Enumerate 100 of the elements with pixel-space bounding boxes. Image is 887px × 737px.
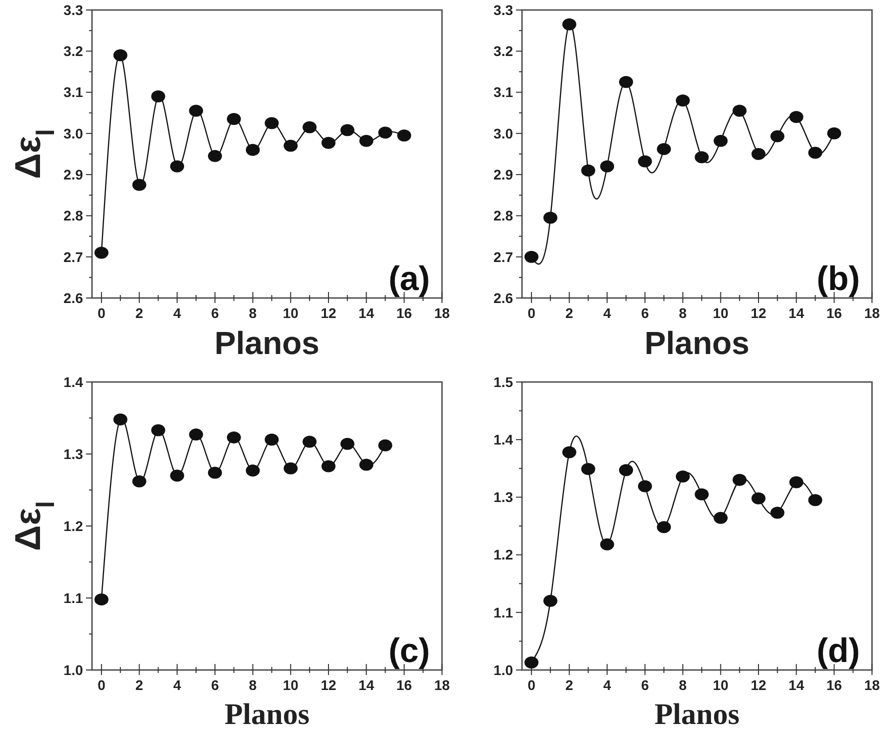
x-tick-label: 14 [358, 677, 374, 693]
y-tick-label: 3.0 [64, 125, 84, 142]
y-tick-label: 3.1 [64, 84, 84, 100]
point [808, 146, 822, 159]
point [770, 506, 784, 519]
point [694, 151, 709, 164]
x-axis-title: Planos [654, 698, 740, 731]
point [94, 593, 108, 606]
y-tick-label: 3.3 [64, 2, 84, 18]
x-tick-label: 8 [678, 677, 687, 693]
x-tick-label: 0 [528, 677, 536, 693]
point [264, 434, 279, 446]
x-tick-label: 8 [678, 305, 687, 321]
point [208, 466, 222, 479]
point [638, 155, 652, 168]
annotation: (c) [388, 632, 430, 670]
x-tick-label: 0 [98, 305, 106, 321]
x-axis-title: Planos [224, 698, 310, 731]
point [321, 460, 336, 472]
x-tick-label: 8 [248, 677, 257, 693]
x-tick-label: 2 [565, 677, 574, 693]
point [189, 428, 204, 441]
point [600, 538, 614, 550]
y-tick-label: 2.7 [64, 248, 84, 265]
x-tick-label: 12 [320, 677, 336, 693]
point [543, 594, 558, 607]
x-axis-title: Planos [214, 325, 320, 361]
y-tick-label: 3.3 [494, 2, 514, 18]
point [524, 656, 538, 669]
point [359, 134, 374, 147]
point [562, 446, 576, 458]
point [694, 488, 709, 500]
x-tick-label: 16 [826, 305, 842, 321]
x-tick-label: 4 [173, 305, 182, 321]
x-tick-label: 6 [211, 677, 220, 693]
point [302, 121, 317, 134]
point [132, 178, 146, 191]
x-tick-label: 6 [211, 305, 220, 321]
point [170, 160, 184, 172]
x-tick-label: 14 [788, 677, 804, 693]
point [151, 424, 166, 436]
point [827, 127, 842, 140]
point [543, 212, 558, 224]
point [302, 436, 317, 448]
x-tick-label: 18 [864, 305, 880, 321]
x-tick-label: 12 [320, 305, 336, 321]
y-tick-label: 1.3 [64, 446, 84, 462]
x-tick-label: 0 [528, 305, 536, 321]
point [581, 164, 596, 176]
point [714, 512, 728, 524]
point [340, 438, 354, 450]
x-tick-label: 10 [712, 305, 729, 321]
point [619, 464, 634, 476]
point [808, 494, 822, 506]
point [94, 246, 108, 259]
x-tick-label: 6 [641, 305, 650, 321]
point [619, 76, 634, 88]
x-axis-title: Planos [644, 325, 750, 361]
point [581, 462, 596, 475]
point [732, 474, 747, 486]
point [113, 413, 128, 426]
point [113, 49, 128, 62]
x-tick-label: 2 [565, 305, 574, 321]
y-tick-label: 2.7 [494, 248, 514, 265]
x-tick-label: 2 [135, 677, 144, 693]
point [676, 470, 690, 482]
point [284, 140, 298, 152]
x-tick-label: 4 [603, 677, 612, 693]
point [246, 464, 260, 477]
y-tick-label: 2.8 [494, 208, 514, 224]
x-tick-label: 18 [434, 305, 450, 321]
point [340, 124, 354, 136]
x-tick-label: 10 [282, 305, 299, 321]
y-tick-label: 2.6 [494, 290, 514, 306]
point [770, 130, 784, 142]
x-tick-label: 0 [98, 677, 106, 693]
x-tick-label: 18 [864, 677, 880, 693]
y-tick-label: 3.0 [494, 125, 514, 142]
x-tick-label: 16 [396, 305, 412, 321]
y-tick-label: 1.3 [494, 489, 514, 506]
point [789, 110, 804, 123]
point [676, 94, 690, 107]
y-tick-label: 1.4 [494, 432, 514, 448]
x-tick-label: 14 [358, 305, 374, 321]
y-tick-label: 3.1 [494, 84, 514, 100]
point [264, 117, 279, 130]
point [732, 104, 747, 117]
y-tick-label: 2.6 [64, 290, 84, 306]
x-tick-label: 16 [826, 677, 842, 693]
y-tick-label: 1.5 [494, 374, 514, 390]
x-tick-label: 12 [750, 677, 766, 693]
annotation: (b) [816, 260, 860, 298]
point [789, 476, 804, 488]
point [132, 475, 146, 488]
y-tick-label: 2.9 [494, 166, 514, 182]
point [656, 143, 671, 156]
x-tick-label: 18 [434, 677, 450, 693]
point [751, 148, 766, 160]
x-tick-label: 8 [248, 305, 257, 321]
y-tick-label: 2.8 [64, 208, 84, 224]
